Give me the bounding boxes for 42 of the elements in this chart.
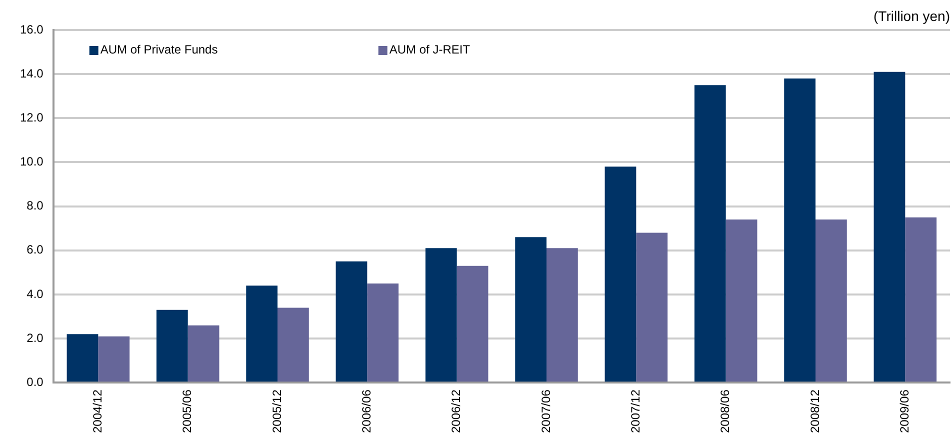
y-tick-label: 12.0 — [20, 110, 44, 124]
y-tick-label: 6.0 — [26, 242, 44, 257]
bar — [367, 283, 399, 382]
x-tick-label: 2005/12 — [270, 389, 284, 434]
y-tick-label: 0.0 — [26, 374, 44, 389]
bar — [515, 237, 547, 382]
y-tick-label: 10.0 — [20, 154, 44, 169]
bar — [278, 308, 309, 382]
bar — [246, 286, 278, 382]
bar — [336, 261, 368, 382]
x-tick-label: 2005/06 — [180, 389, 194, 434]
bar — [905, 217, 937, 382]
bar — [188, 325, 220, 382]
y-tick-label: 8.0 — [26, 198, 44, 213]
x-tick-label: 2007/12 — [628, 389, 642, 434]
bar — [874, 72, 906, 382]
legend-label: AUM of J-REIT — [389, 42, 471, 56]
bar — [694, 85, 726, 382]
x-tick-label: 2006/06 — [359, 389, 374, 434]
x-tick-label: 2006/12 — [449, 389, 464, 434]
y-tick-label: 4.0 — [26, 286, 44, 301]
bar — [66, 334, 98, 382]
x-tick-label: 2009/06 — [897, 389, 912, 434]
x-tick-label: 2008/06 — [718, 389, 732, 434]
x-tick-label: 2008/12 — [808, 389, 822, 434]
bar — [784, 78, 816, 382]
x-tick-label: 2007/06 — [538, 389, 553, 434]
bar — [604, 166, 636, 382]
bar — [425, 248, 457, 382]
bar — [156, 310, 188, 382]
y-tick-label: 16.0 — [20, 22, 44, 36]
bar — [546, 248, 578, 382]
bar — [816, 220, 847, 382]
bar — [726, 220, 758, 382]
y-tick-label: 2.0 — [26, 330, 44, 345]
y-axis-title: (Trillion yen) — [874, 8, 950, 24]
bar — [456, 266, 488, 382]
bar — [98, 336, 130, 382]
y-tick-label: 14.0 — [20, 66, 44, 80]
legend-label: AUM of Private Funds — [100, 42, 218, 56]
x-tick-label: 2004/12 — [90, 389, 104, 434]
bar — [636, 232, 668, 382]
